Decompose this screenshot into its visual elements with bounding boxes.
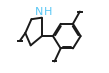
Text: N: N — [35, 6, 44, 16]
Text: H: H — [44, 6, 52, 16]
